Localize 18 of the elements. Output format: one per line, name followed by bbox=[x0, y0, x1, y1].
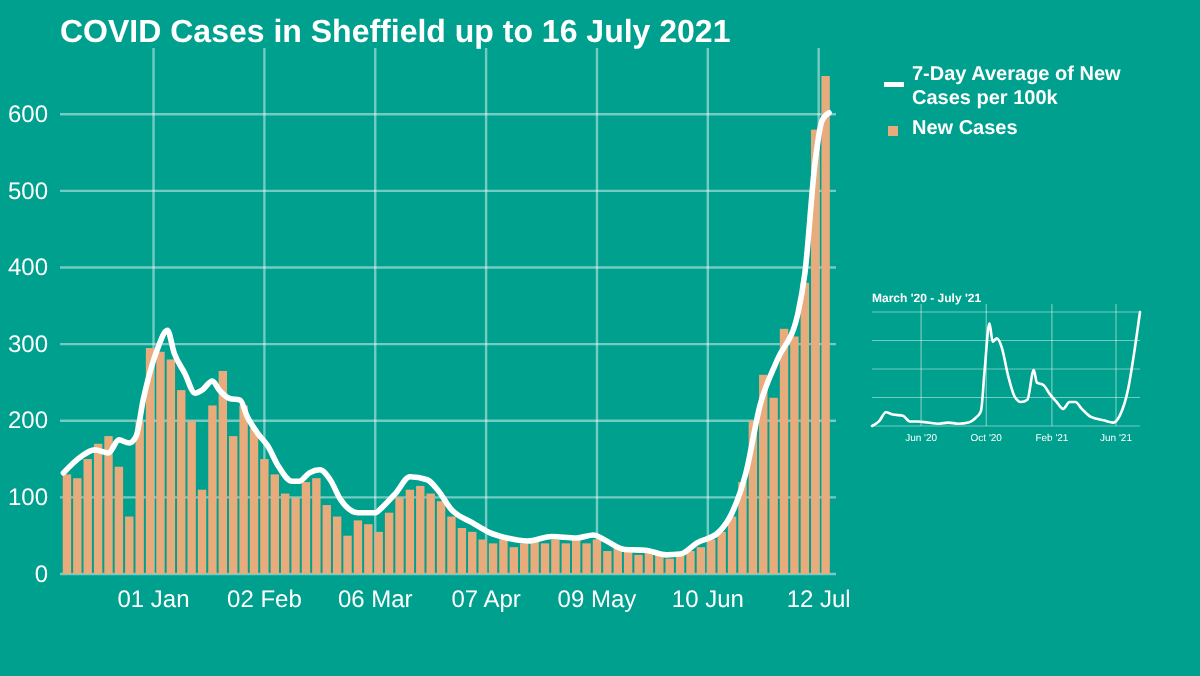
y-tick-label: 0 bbox=[34, 559, 49, 588]
y-tick-label: 100 bbox=[7, 483, 49, 512]
y-tick-label: 200 bbox=[7, 406, 49, 435]
chart-title: COVID Cases in Sheffield up to 16 July 2021 bbox=[60, 16, 731, 50]
legend-label: New Cases bbox=[912, 118, 1019, 140]
y-tick-label: 400 bbox=[7, 253, 49, 282]
y-tick-label: 600 bbox=[7, 99, 49, 128]
x-tick-label: 06 Mar bbox=[337, 585, 413, 614]
y-tick-label: 300 bbox=[7, 329, 49, 358]
x-tick-label: 10 Jun bbox=[671, 585, 744, 614]
x-tick-label: 09 May bbox=[557, 585, 637, 614]
line-series bbox=[60, 109, 832, 558]
legend-label: 7-Day Average of New Cases per 100k bbox=[912, 64, 1122, 110]
x-tick-label: 12 Jul bbox=[786, 585, 851, 614]
x-tick-label: 02 Feb bbox=[227, 585, 303, 614]
y-tick-label: 500 bbox=[7, 176, 49, 205]
x-tick-label: 07 Apr bbox=[451, 585, 521, 614]
x-tick-label: 01 Jan bbox=[117, 585, 190, 614]
